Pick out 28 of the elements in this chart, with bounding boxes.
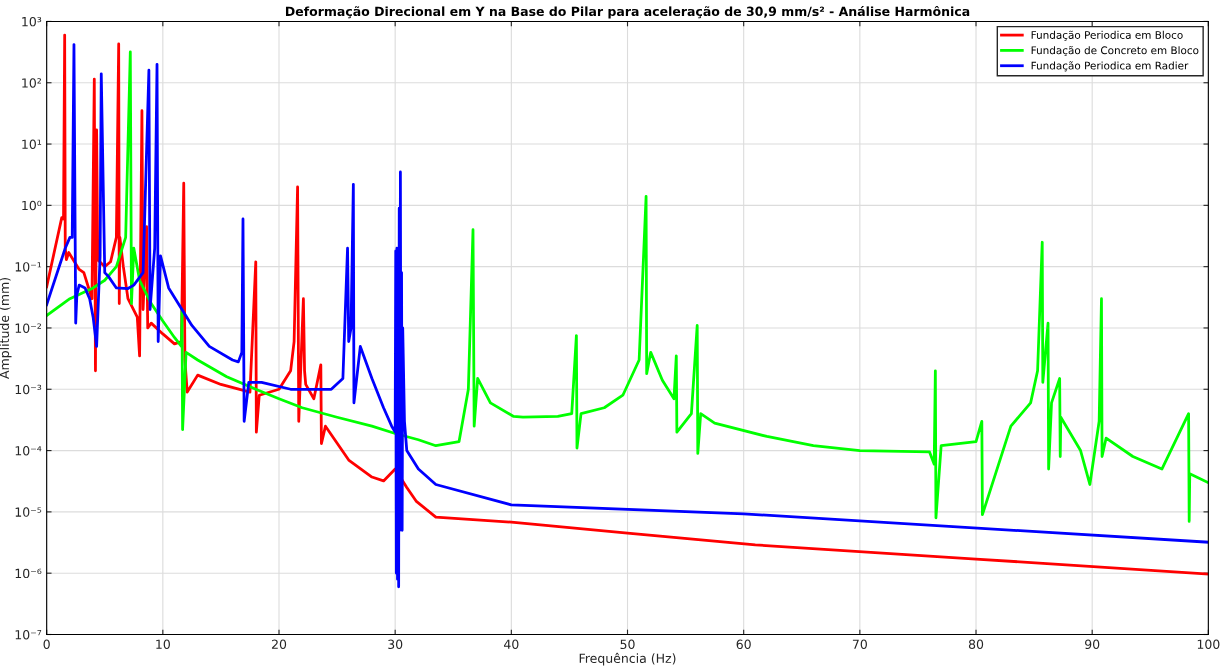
y-tick-label: 10⁻⁴ bbox=[15, 446, 42, 456]
y-tick-label: 10⁻⁷ bbox=[15, 629, 42, 640]
x-tick-label: 30 bbox=[388, 639, 403, 650]
chart-title: Deformação Direcional em Y na Base do Pilar para aceleração de 30,9 mm/s² - Análise Harmônica bbox=[285, 5, 970, 19]
legend-label: Fundação Periodica em Radier bbox=[1031, 61, 1189, 72]
y-tick-label: 10⁰ bbox=[22, 200, 42, 211]
legend-label: Fundação Periodica em Bloco bbox=[1031, 30, 1183, 41]
y-tick-label: 10⁻³ bbox=[15, 384, 42, 395]
y-axis-title: Amplitude (mm) bbox=[0, 277, 12, 379]
x-tick-label: 70 bbox=[852, 639, 867, 650]
x-tick-label: 40 bbox=[504, 639, 519, 650]
y-tick-label: 10² bbox=[22, 78, 42, 88]
x-tick-label: 10 bbox=[156, 639, 170, 650]
y-tick-label: 10⁻¹ bbox=[15, 262, 42, 272]
x-tick-label: 20 bbox=[271, 639, 287, 650]
y-tick-label: 10³ bbox=[22, 16, 42, 27]
x-tick-label: 60 bbox=[736, 639, 751, 650]
x-tick-label: 90 bbox=[1085, 639, 1100, 650]
y-tick-label: 10⁻⁵ bbox=[15, 507, 42, 517]
y-tick-label: 10⁻² bbox=[15, 323, 42, 333]
x-axis-title: Frequência (Hz) bbox=[579, 652, 676, 666]
x-tick-label: 100 bbox=[1197, 639, 1220, 650]
y-tick-label: 10¹ bbox=[22, 139, 42, 149]
y-tick-label: 10⁻⁶ bbox=[15, 568, 42, 579]
x-tick-label: 0 bbox=[43, 639, 50, 650]
legend-label: Fundação de Concreto em Bloco bbox=[1031, 45, 1199, 57]
x-tick-label: 50 bbox=[620, 639, 635, 650]
x-tick-label: 80 bbox=[968, 639, 984, 650]
